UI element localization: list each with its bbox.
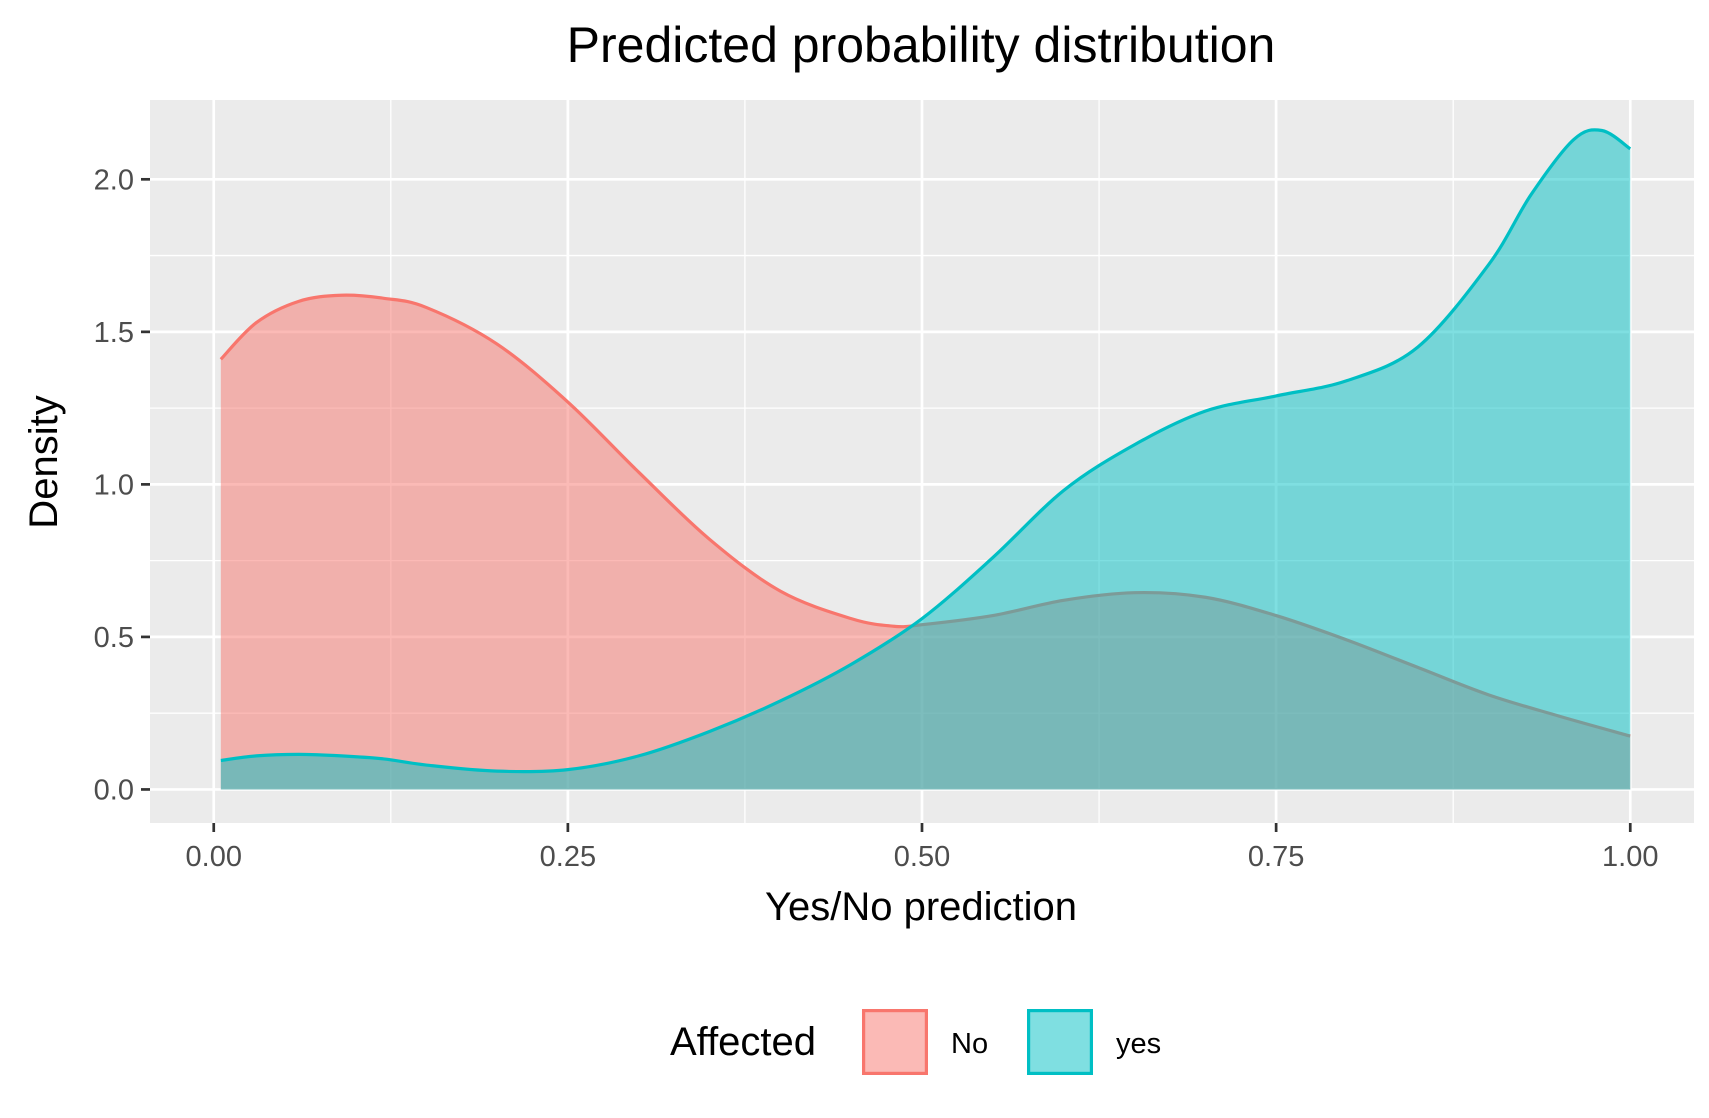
y-tick-label: 0.0 [94,774,134,806]
legend-key-swatch [861,1008,928,1075]
density-fill-yes [220,129,1631,790]
legend-key-swatch [1026,1008,1093,1075]
density-areas [219,128,1632,790]
legend-title: Affected [670,1020,816,1064]
legend-item-no: No [861,1008,988,1075]
x-tick-label: 0.50 [894,841,950,873]
density-line-yes [220,128,1632,774]
y-tick-label: 1.0 [94,469,134,501]
y-tick-label: 0.5 [94,622,134,654]
legend-label-no: No [951,1028,988,1060]
chart-title: Predicted probability distribution [567,17,1276,73]
legend-label-yes: yes [1116,1028,1161,1060]
y-axis: 0.0 0.5 1.0 1.5 2.0 [94,164,150,806]
x-axis-title: Yes/No prediction [765,885,1077,929]
legend-item-yes: yes [1026,1008,1161,1075]
y-axis-title: Density [22,395,66,528]
x-axis: 0.00 0.25 0.50 0.75 1.00 [186,823,1658,873]
x-tick-label: 0.75 [1248,841,1304,873]
x-tick-label: 1.00 [1602,841,1658,873]
y-tick-label: 2.0 [94,164,134,196]
legend: Affected No yes [670,1008,1161,1075]
x-tick-label: 0.00 [186,841,242,873]
y-tick-label: 1.5 [94,317,134,349]
density-series-yes [220,128,1632,790]
x-tick-label: 0.25 [540,841,596,873]
